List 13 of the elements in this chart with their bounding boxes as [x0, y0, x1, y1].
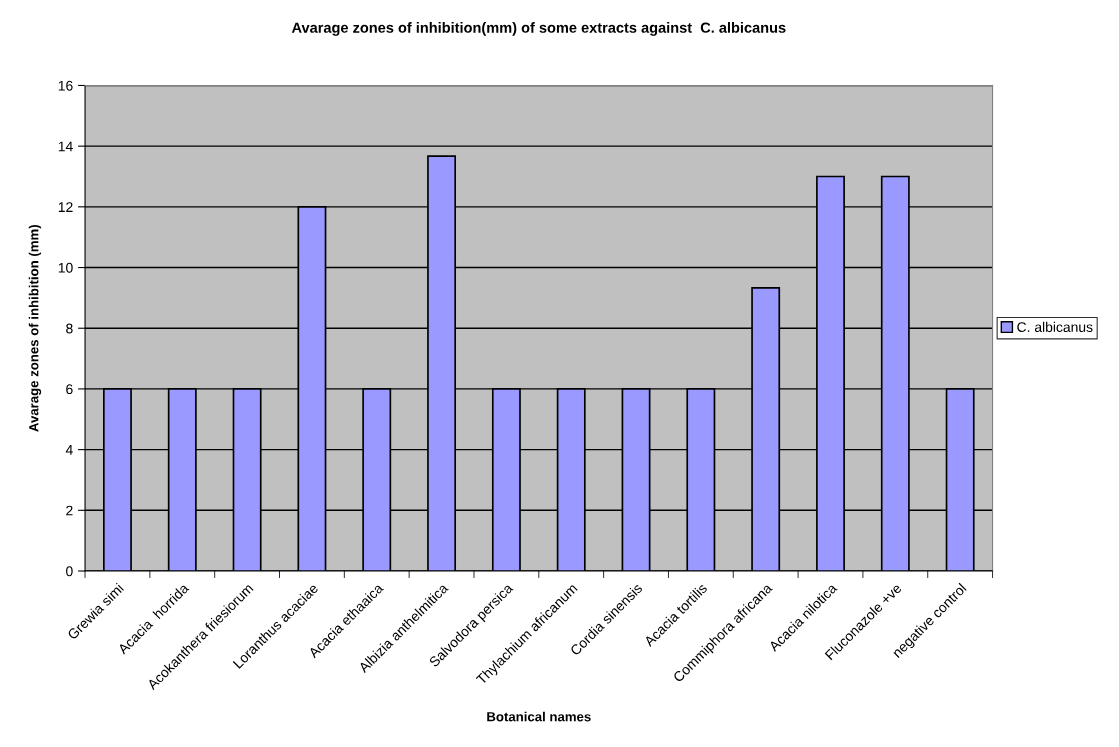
- y-tick-label: 14: [58, 141, 73, 152]
- y-tick-label: 16: [58, 80, 73, 91]
- y-tick-label: 2: [66, 505, 73, 516]
- y-axis-title: Avarage zones of inhibition (mm): [28, 225, 42, 432]
- y-tick-label: 0: [66, 566, 73, 577]
- chart-title: Avarage zones of inhibition(mm) of some extracts against C. albicanus: [291, 22, 786, 36]
- y-tick-label: 10: [58, 262, 73, 273]
- x-axis-title: Botanical names: [487, 711, 591, 722]
- y-tick-label: 4: [65, 445, 73, 455]
- y-tick-label: 6: [66, 384, 73, 395]
- y-tick-label: 12: [58, 202, 73, 212]
- y-tick-label: 8: [66, 323, 73, 334]
- legend-label: C. albicanus: [1017, 321, 1093, 332]
